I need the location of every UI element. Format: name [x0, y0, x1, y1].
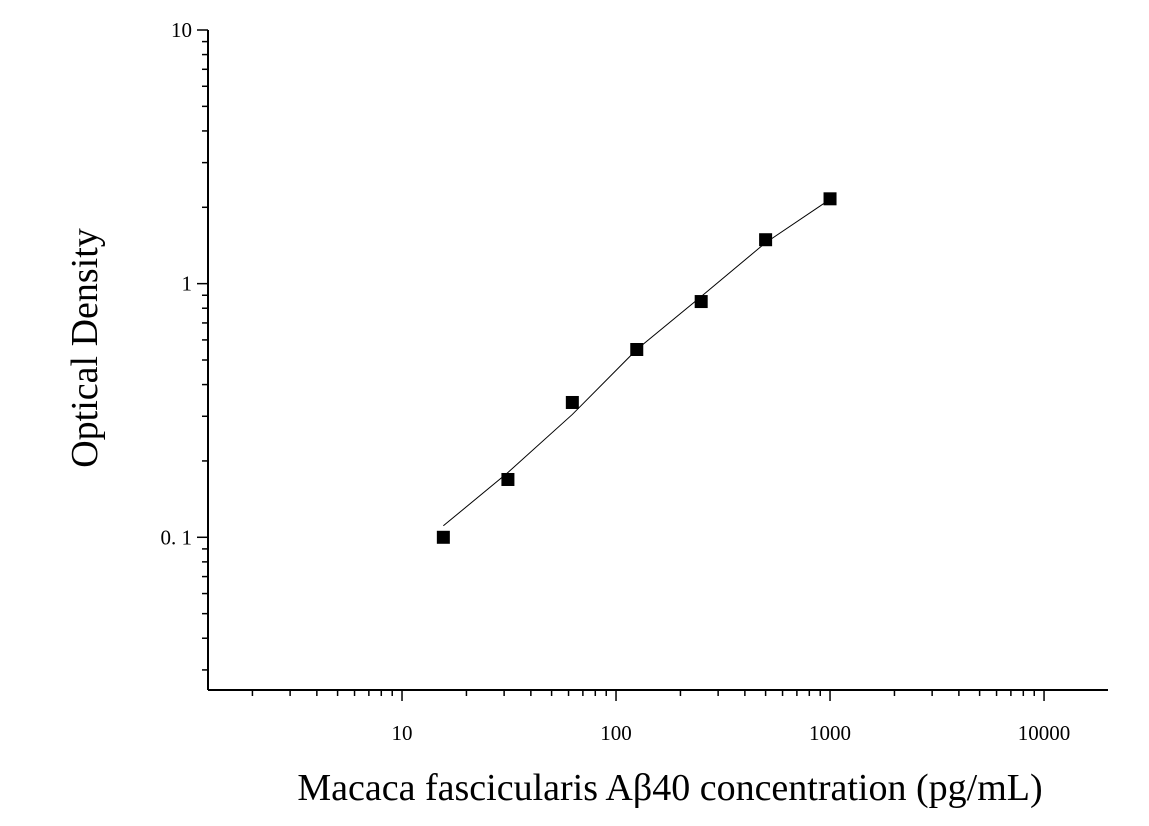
data-point [501, 472, 515, 486]
x-tick-label: 100 [600, 721, 632, 745]
x-tick-label: 10000 [1018, 721, 1071, 745]
data-point [823, 192, 837, 206]
data-point [694, 295, 708, 309]
data-point [630, 343, 644, 357]
data-point [759, 233, 773, 247]
y-tick-label: 10 [171, 18, 192, 42]
x-axis-title: Macaca fascicularis Aβ40 concentration (… [297, 767, 1042, 809]
data-point [436, 530, 450, 544]
y-tick-label: 1 [182, 272, 193, 296]
y-tick-label: 0. 1 [161, 525, 193, 549]
y-axis-title: Optical Density [64, 228, 106, 468]
data-point [565, 395, 579, 409]
fit-curve [443, 198, 831, 527]
x-tick-label: 10 [392, 721, 413, 745]
x-tick-label: 1000 [809, 721, 851, 745]
